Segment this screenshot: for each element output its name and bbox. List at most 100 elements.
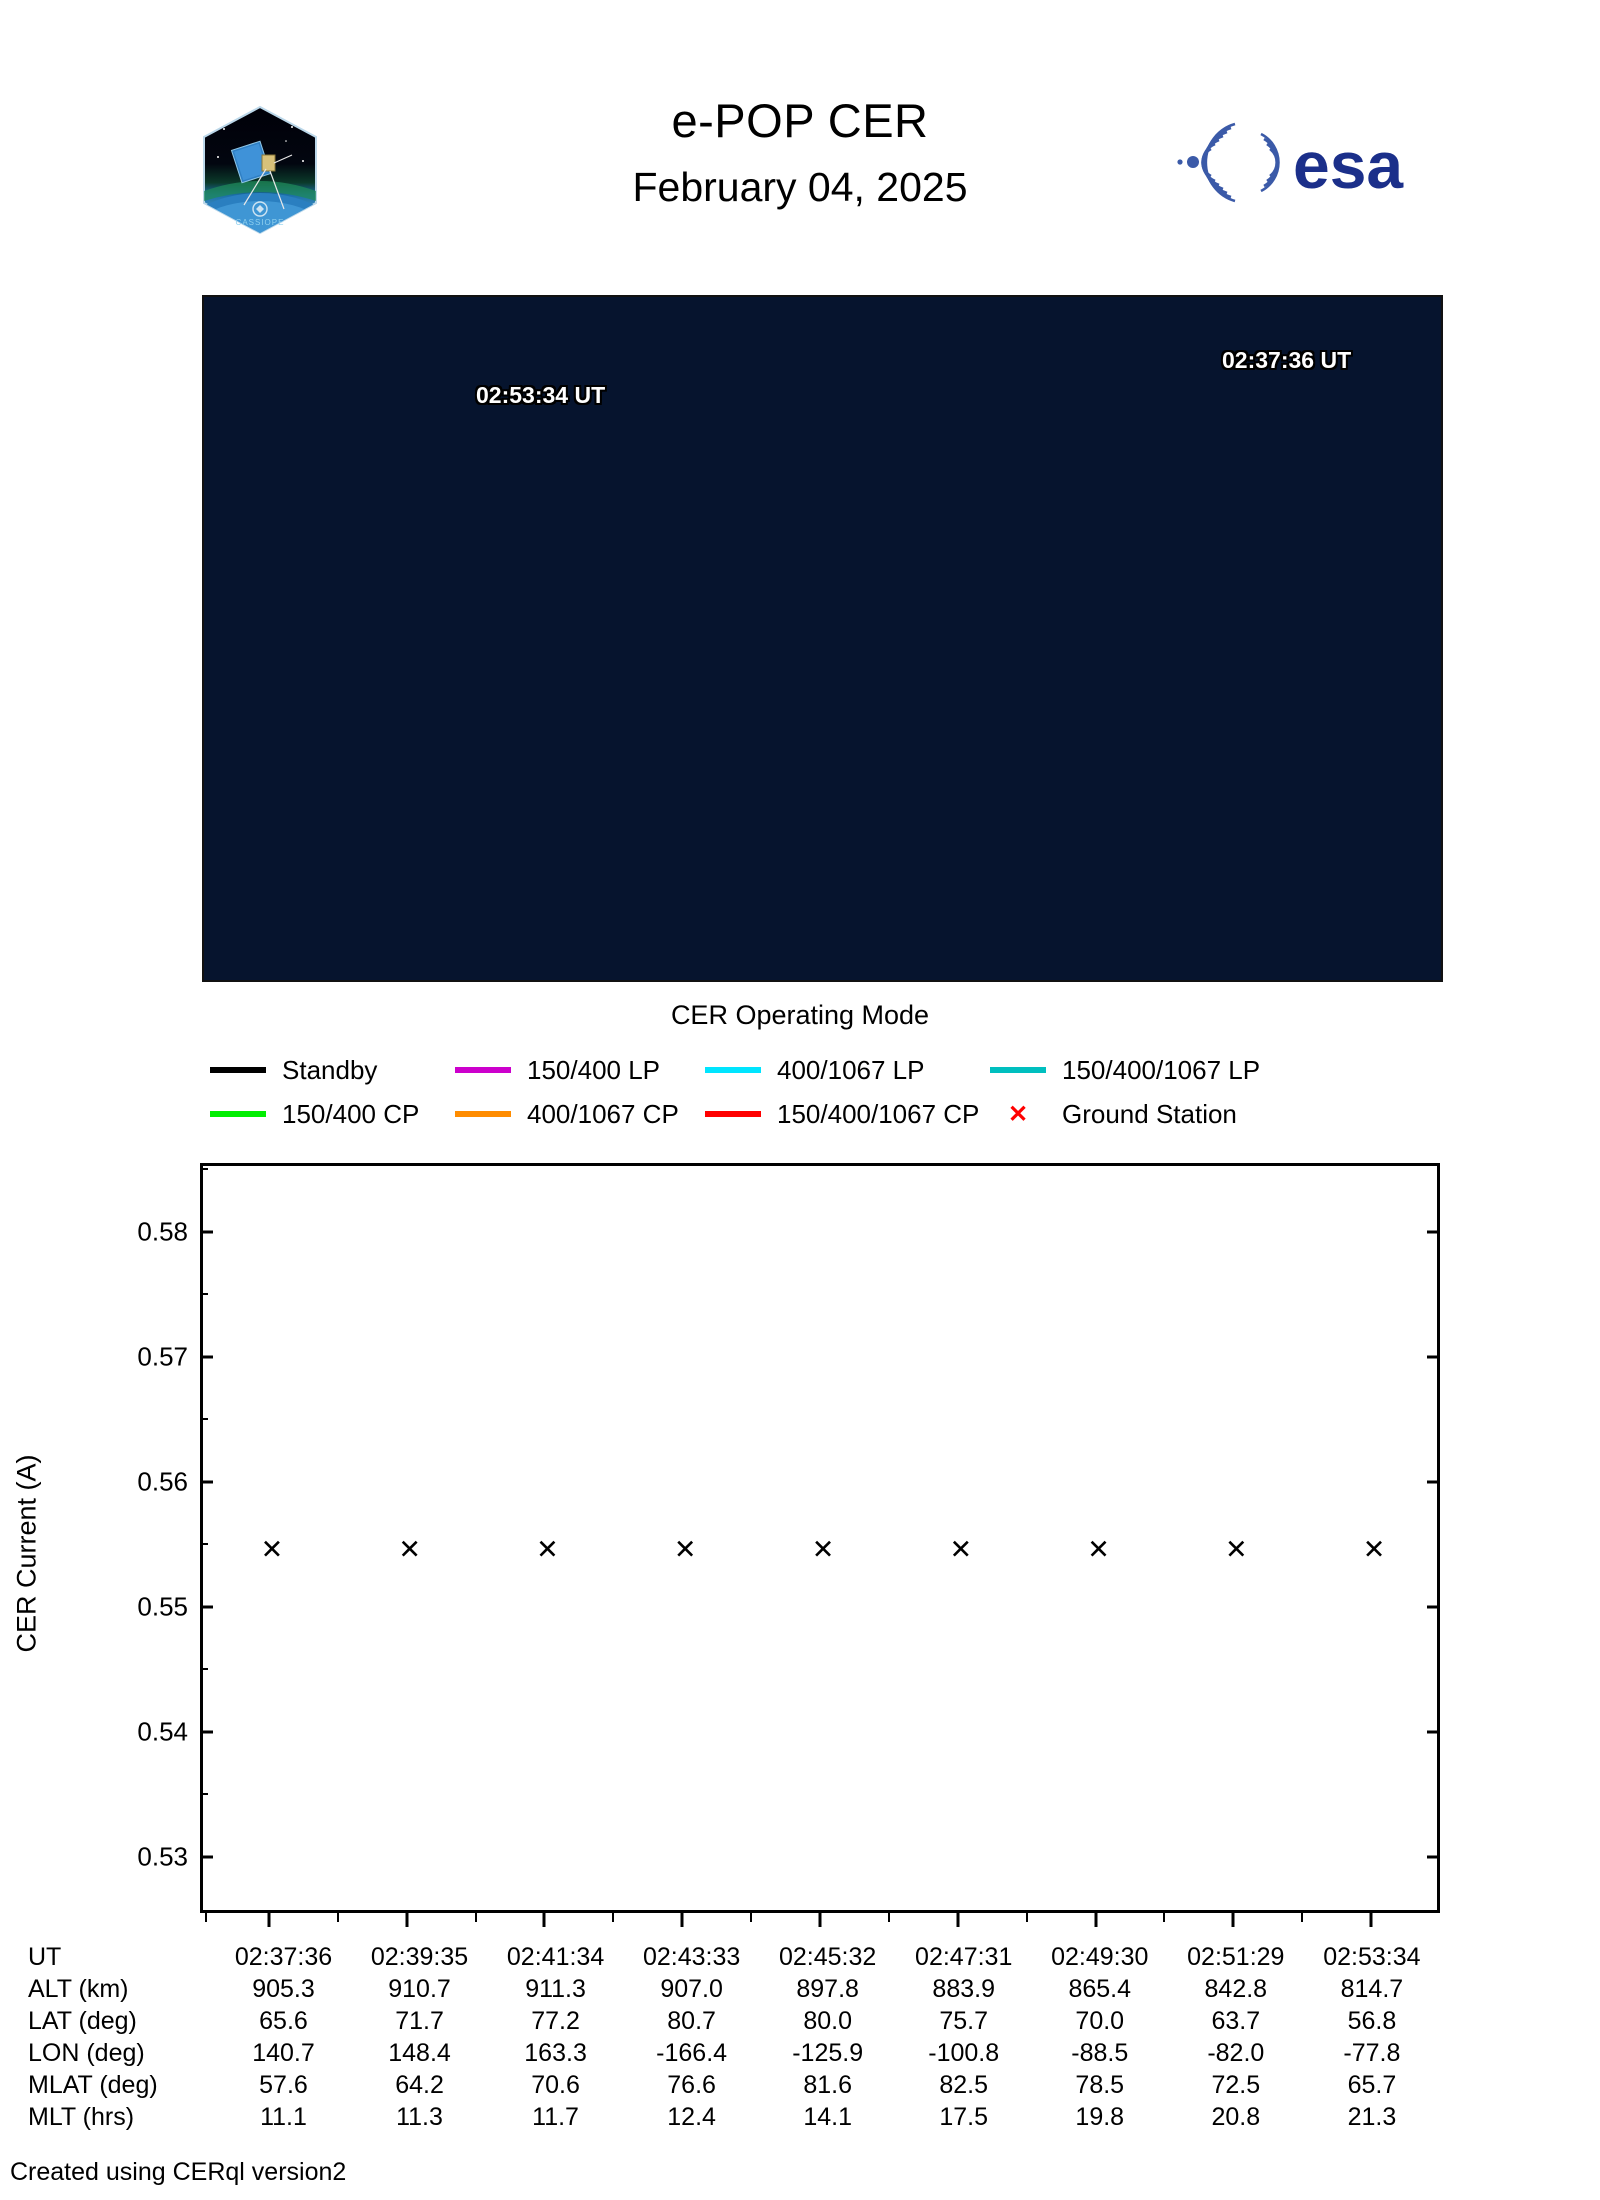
esa-logo: esa: [1165, 120, 1455, 205]
table-cell: 64.2: [395, 2070, 444, 2099]
data-point-marker: ✕: [1225, 1534, 1248, 1565]
table-cell: 65.7: [1347, 2070, 1397, 2099]
data-point-marker: ✕: [536, 1534, 559, 1565]
legend-label: 150/400 CP: [282, 1098, 420, 1129]
table-cell: 75.7: [939, 2006, 989, 2035]
table-cell: 02:51:29: [1187, 1942, 1285, 1971]
y-axis-tick: [200, 1730, 213, 1734]
x-axis-tick: [542, 1913, 546, 1927]
x-axis-tick: [267, 1913, 271, 1927]
legend-entry-150-400-cp[interactable]: 150/400 CP: [210, 1099, 455, 1130]
table-cell: 907.0: [660, 1974, 723, 2003]
table-cell: 65.6: [259, 2006, 308, 2035]
table-row: LAT (deg) 65.6 71.7 77.2 80.7 80.0 75.7 70.0 63.…: [28, 2005, 1440, 2037]
legend-label: 150/400/1067 CP: [777, 1098, 980, 1129]
cassiope-logo-text: CASSIOPE: [236, 218, 285, 227]
table-cell: -100.8: [928, 2038, 1000, 2067]
legend-entry-150-400-lp[interactable]: 150/400 LP: [455, 1055, 705, 1086]
ephemeris-table: UT 02:37:36 02:39:35 02:41:34 02:43:33 02:45:…: [28, 1941, 1440, 2133]
x-axis-minor-tick: [336, 1913, 339, 1922]
table-cell: 14.1: [803, 2102, 852, 2131]
table-cell: 02:39:35: [370, 1942, 469, 1971]
table-cell: 897.8: [796, 1974, 859, 2003]
table-cell: -82.0: [1207, 2038, 1265, 2067]
table-cell: 11.1: [260, 2102, 307, 2131]
world-map[interactable]: 02:53:34 UT 02:37:36 UT: [202, 295, 1443, 982]
table-cell: 19.8: [1075, 2102, 1125, 2131]
table-cell: 81.6: [803, 2070, 852, 2099]
x-axis-tick: [1094, 1913, 1098, 1927]
table-cell: 02:45:32: [779, 1942, 877, 1971]
esa-logo-text: esa: [1293, 128, 1404, 202]
y-axis-tick: [1427, 1355, 1440, 1359]
table-cell: 148.4: [388, 2038, 451, 2067]
table-row-label: LON (deg): [28, 2038, 145, 2067]
page-header: CASSIOPE e-POP CER February 04, 2025: [0, 0, 1600, 280]
legend-row: Standby 150/400 LP 400/1067 LP 150/400/1067…: [210, 1048, 1450, 1092]
table-cell: 77.2: [531, 2006, 580, 2035]
table-cell: 02:53:34: [1323, 1942, 1421, 1971]
data-point-marker: ✕: [398, 1534, 421, 1565]
y-axis-minor-tick: [200, 1793, 208, 1796]
x-axis-tick: [956, 1913, 960, 1927]
map-caption: CER Operating Mode: [670, 1000, 930, 1030]
y-axis-tick-label: 0.53: [137, 1841, 188, 1872]
footer-credit: Created using CERql version2: [10, 2158, 347, 2186]
y-axis-tick: [200, 1480, 213, 1484]
table-cell: 02:43:33: [642, 1942, 741, 1971]
y-axis-tick-label: 0.56: [137, 1466, 188, 1497]
legend-entry-400-1067-cp[interactable]: 400/1067 CP: [455, 1099, 705, 1130]
table-cell: 883.9: [932, 1974, 995, 2003]
ephemeris-table-element: UT 02:37:36 02:39:35 02:41:34 02:43:33 02:45:…: [28, 1941, 1440, 2133]
y-axis-tick: [1427, 1230, 1440, 1234]
table-cell: 76.6: [667, 2070, 716, 2099]
legend-entry-150-400-1067-lp[interactable]: 150/400/1067 LP: [990, 1055, 1320, 1086]
y-axis-minor-tick: [200, 1418, 208, 1421]
table-row-label: ALT (km): [28, 1974, 129, 2003]
x-axis-minor-tick: [887, 1913, 890, 1922]
table-cell: 842.8: [1204, 1974, 1268, 2003]
legend-label: Ground Station: [1062, 1098, 1237, 1129]
legend-entry-400-1067-lp[interactable]: 400/1067 LP: [705, 1055, 990, 1086]
table-cell: 17.5: [939, 2102, 989, 2131]
y-axis-label: CER Current (A): [11, 1454, 42, 1653]
plot-markers-layer: ✕ ✕ ✕ ✕ ✕ ✕ ✕ ✕ ✕: [203, 1166, 1437, 1910]
legend-row: 150/400 CP 400/1067 CP 150/400/1067 CP ✕ Gro…: [210, 1092, 1450, 1136]
legend-color-swatch: [455, 1111, 511, 1117]
x-axis-tick: [818, 1913, 822, 1927]
x-axis-tick: [405, 1913, 409, 1927]
legend-label: Standby: [282, 1054, 378, 1085]
legend-color-swatch: [455, 1067, 511, 1073]
table-row: LON (deg) 140.7 148.4 163.3 -166.4 -125.9 -100…: [28, 2037, 1440, 2069]
legend-color-swatch: [705, 1067, 761, 1073]
cer-current-plot[interactable]: ✕ ✕ ✕ ✕ ✕ ✕ ✕ ✕ ✕: [200, 1163, 1440, 1913]
table-cell: 70.0: [1075, 2006, 1125, 2035]
legend-entry-ground-station[interactable]: ✕ Ground Station: [990, 1099, 1320, 1130]
legend-label: 400/1067 LP: [777, 1054, 925, 1085]
map-label-start-time: 02:37:36 UT: [1222, 347, 1352, 373]
table-cell: 71.7: [395, 2006, 444, 2035]
table-cell: 63.7: [1211, 2006, 1261, 2035]
legend-entry-standby[interactable]: Standby: [210, 1055, 455, 1086]
y-axis-minor-tick: [200, 1543, 208, 1546]
table-row-label: MLAT (deg): [28, 2070, 158, 2099]
y-axis-tick: [1427, 1480, 1440, 1484]
table-cell: 11.7: [532, 2102, 579, 2131]
y-axis-tick-label: 0.55: [137, 1591, 188, 1622]
table-cell: 140.7: [252, 2038, 315, 2067]
table-cell: -166.4: [656, 2038, 728, 2067]
y-axis-tick: [200, 1855, 213, 1859]
x-axis-minor-tick: [1163, 1913, 1166, 1922]
cassiope-logo: CASSIOPE: [200, 105, 320, 235]
data-point-marker: ✕: [811, 1534, 835, 1565]
table-row-label: MLT (hrs): [28, 2102, 135, 2131]
legend-color-swatch: [705, 1111, 761, 1117]
table-cell: 02:37:36: [234, 1942, 333, 1971]
page-title: e-POP CER: [671, 94, 929, 147]
table-cell: 163.3: [524, 2038, 587, 2067]
legend-entry-150-400-1067-cp[interactable]: 150/400/1067 CP: [705, 1099, 990, 1130]
table-cell: 12.4: [667, 2102, 716, 2131]
table-row: ALT (km) 905.3 910.7 911.3 907.0 897.8 883.9 86…: [28, 1973, 1440, 2005]
legend-label: 150/400 LP: [527, 1054, 661, 1085]
y-axis-minor-tick: [200, 1168, 208, 1171]
